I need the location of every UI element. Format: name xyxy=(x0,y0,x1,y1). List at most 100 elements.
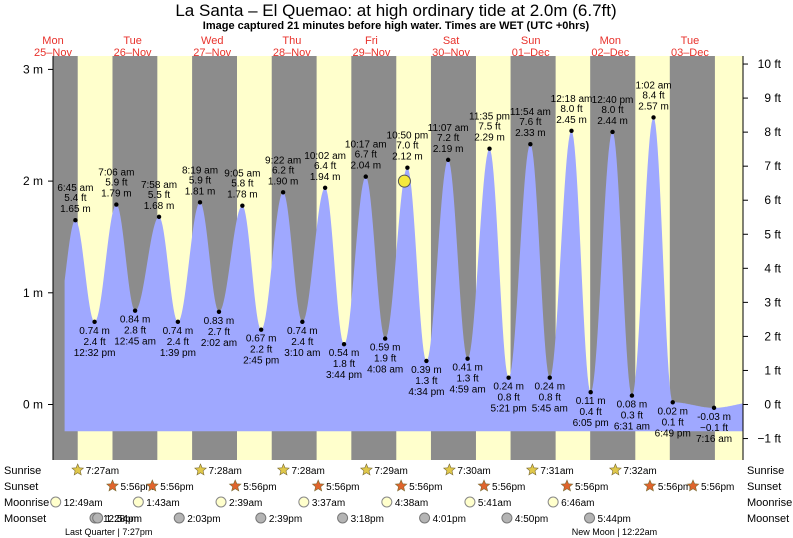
sunset-time: 5:56pm xyxy=(658,482,691,493)
low-tide-metres: 0.84 m xyxy=(120,315,151,326)
high-tide-feet: 7.5 ft xyxy=(478,122,500,133)
low-tide-metres: 0.11 m xyxy=(576,396,606,407)
high-tide-time: 9:05 am xyxy=(224,169,260,180)
high-tide-time: 9:22 am xyxy=(265,155,301,166)
moonset-time: 1:28pm xyxy=(106,514,139,525)
high-tide-feet: 6.4 ft xyxy=(314,161,336,172)
moonset-icon xyxy=(92,512,104,524)
tide-extreme-point xyxy=(114,202,119,207)
tide-extreme-point xyxy=(197,200,203,205)
row-label-left: Moonset xyxy=(4,513,46,525)
tide-extreme-point xyxy=(711,405,717,411)
low-tide-feet: 0.3 ft xyxy=(621,411,643,422)
tide-extreme-point xyxy=(506,375,511,380)
right-axis-tick-label: −1 ft xyxy=(757,432,781,446)
low-tide-time: 7:16 am xyxy=(696,434,732,445)
sunrise-time: 7:27am xyxy=(86,466,119,477)
high-tide-feet: 5.8 ft xyxy=(231,179,253,190)
high-tide-metres: 2.33 m xyxy=(515,128,546,139)
low-tide-metres: 0.74 m xyxy=(287,326,318,337)
high-tide-time: 12:40 pm xyxy=(592,95,634,106)
low-tide-metres: 0.24 m xyxy=(534,382,565,393)
sunset-icon xyxy=(477,479,491,492)
right-axis-tick-label: 4 ft xyxy=(764,261,781,275)
moonrise-icon xyxy=(132,496,144,508)
sunset-time: 5:56pm xyxy=(160,482,193,493)
sunset-icon xyxy=(228,479,242,492)
low-tide-metres: -0.03 m xyxy=(697,412,731,423)
tide-extreme-point xyxy=(363,174,368,179)
tide-extreme-point xyxy=(300,319,305,325)
sunrise-time: 7:28am xyxy=(291,466,324,477)
moonrise-time: 4:38am xyxy=(395,498,428,509)
tide-extreme-point xyxy=(341,341,347,347)
sunrise-time: 7:30am xyxy=(457,466,490,477)
high-tide-time: 7:58 am xyxy=(141,180,177,191)
sunrise-icon xyxy=(359,463,373,476)
sunset-time: 5:56pm xyxy=(575,482,608,493)
low-tide-metres: 0.74 m xyxy=(79,326,110,337)
tide-extreme-point xyxy=(424,358,429,364)
low-tide-metres: 0.39 m xyxy=(411,365,442,376)
tide-extreme-point xyxy=(629,393,635,398)
low-tide-metres: 0.74 m xyxy=(163,326,194,337)
low-tide-feet: 0.1 ft xyxy=(662,417,684,428)
high-tide-time: 1:02 am xyxy=(635,80,671,91)
tide-extreme-point xyxy=(445,157,451,163)
right-axis-tick-label: 1 ft xyxy=(764,363,781,377)
high-tide-time: 11:54 am xyxy=(510,107,551,118)
high-tide-metres: 2.04 m xyxy=(350,161,381,172)
day-date-label: 29–Nov xyxy=(353,47,391,59)
row-label-right: Moonset xyxy=(747,513,789,525)
day-name-label: Tue xyxy=(123,35,142,47)
low-tide-time: 3:10 am xyxy=(284,348,320,359)
moonrise-icon xyxy=(215,496,227,508)
high-tide-feet: 6.7 ft xyxy=(355,150,377,161)
sunrise-time: 7:29am xyxy=(374,466,407,477)
day-date-label: 30–Nov xyxy=(432,47,470,59)
high-tide-metres: 2.44 m xyxy=(597,116,628,127)
high-tide-metres: 1.90 m xyxy=(268,176,299,187)
day-name-label: Fri xyxy=(365,35,378,47)
high-tide-metres: 1.68 m xyxy=(144,201,175,212)
sunset-time: 5:56pm xyxy=(701,482,734,493)
sunset-time: 5:56pm xyxy=(120,482,153,493)
low-tide-time: 12:32 pm xyxy=(74,348,116,359)
sunset-icon xyxy=(311,479,325,492)
high-tide-metres: 2.12 m xyxy=(392,152,423,163)
high-tide-feet: 5.5 ft xyxy=(148,190,170,201)
current-tide-marker xyxy=(397,174,411,188)
tide-extreme-point xyxy=(588,390,593,395)
low-tide-time: 4:59 am xyxy=(450,385,486,396)
tide-extreme-point xyxy=(322,185,328,191)
tide-extreme-point xyxy=(487,146,492,151)
chart-title: La Santa – El Quemao: at high ordinary t… xyxy=(175,1,616,20)
tide-extreme-point xyxy=(280,190,286,195)
sunrise-icon xyxy=(442,463,456,476)
day-date-label: 27–Nov xyxy=(193,47,231,59)
low-tide-time: 2:45 pm xyxy=(243,356,279,367)
low-tide-feet: 2.2 ft xyxy=(250,345,272,356)
moon-phase-label: Last Quarter | 7:27pm xyxy=(65,527,152,537)
high-tide-time: 8:19 am xyxy=(182,165,218,176)
tide-extreme-point xyxy=(382,336,388,341)
high-tide-feet: 7.2 ft xyxy=(437,133,459,144)
day-date-label: 03–Dec xyxy=(671,47,709,59)
tide-extreme-point xyxy=(610,129,615,135)
high-tide-time: 11:07 am xyxy=(428,123,469,134)
row-label-right: Sunset xyxy=(747,481,781,493)
right-axis-tick-label: 9 ft xyxy=(764,91,781,105)
moonset-icon xyxy=(584,512,596,524)
right-axis-tick-label: 7 ft xyxy=(764,159,781,173)
high-tide-time: 12:18 am xyxy=(551,94,593,105)
high-tide-feet: 5.4 ft xyxy=(64,193,86,204)
tide-extreme-point xyxy=(92,319,97,325)
sunset-icon xyxy=(560,479,574,492)
left-axis-tick-label: 3 m xyxy=(23,62,43,76)
moonset-time: 4:01pm xyxy=(433,514,466,525)
sunset-time: 5:56pm xyxy=(409,482,442,493)
high-tide-time: 7:06 am xyxy=(98,168,134,179)
day-name-label: Tue xyxy=(681,35,700,47)
tide-area-group xyxy=(64,117,744,432)
